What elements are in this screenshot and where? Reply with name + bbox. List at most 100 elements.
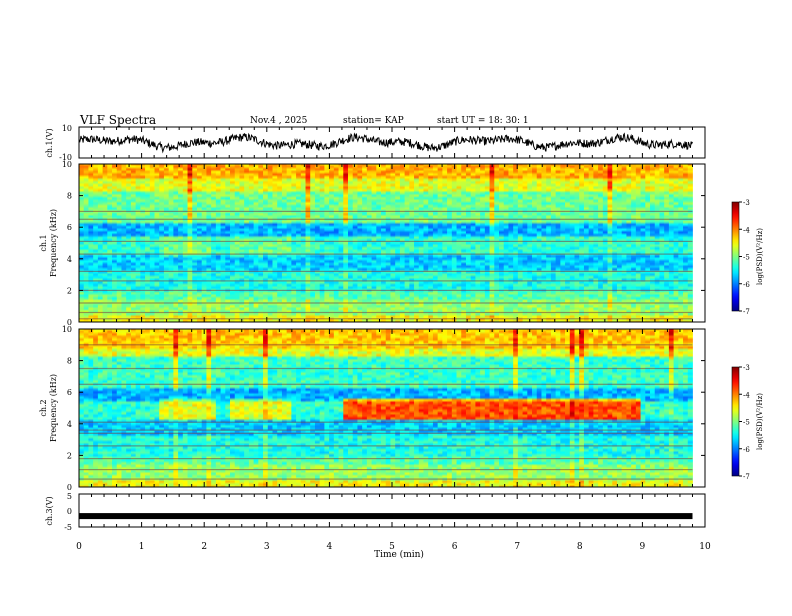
- spectrogram-column: [319, 329, 325, 487]
- spectrogram-line-artifact: [79, 478, 693, 480]
- spectrogram-column: [201, 164, 207, 322]
- spectrogram-column: [489, 164, 495, 322]
- ch2-spectrogram-yticks: 0 2 4 6 8 10: [62, 325, 705, 492]
- spectrogram-column: [626, 329, 632, 487]
- spectrogram-column: [437, 164, 443, 322]
- spectrogram-column: [664, 164, 670, 322]
- freq-tick-label: 8: [67, 192, 72, 201]
- spectrogram-column: [569, 329, 575, 487]
- spectrogram-column: [381, 329, 387, 487]
- colorbar-label: log(PSD)(V²/Hz): [756, 228, 764, 285]
- spectrogram-column: [565, 164, 571, 322]
- spectrogram-column: [583, 329, 590, 487]
- spectrogram-column: [527, 329, 533, 487]
- figure-station: station= KAP: [343, 116, 404, 126]
- ch3-ytick-mid: 0: [67, 507, 72, 516]
- spectrogram-column: [418, 164, 424, 322]
- spectrogram-column: [395, 329, 401, 487]
- colorbar-tick-label: -5: [743, 419, 750, 427]
- spectrogram-column: [390, 164, 396, 322]
- time-tick-label: 9: [640, 542, 646, 552]
- spectrogram-column: [522, 164, 528, 322]
- spectrogram-line-artifact: [79, 289, 693, 291]
- spectrogram-column: [569, 164, 575, 322]
- spectrogram-column: [347, 329, 354, 487]
- spectrogram-line-artifact: [79, 469, 693, 471]
- spectrogram-column: [418, 329, 424, 487]
- spectrogram-column: [88, 164, 94, 322]
- spectrogram-column: [607, 164, 613, 322]
- ch3-frame: [78, 493, 706, 528]
- freq-tick-label: 6: [67, 388, 72, 397]
- spectrogram-column: [286, 164, 292, 322]
- spectrogram-column: [532, 164, 538, 322]
- spectrogram-column: [461, 164, 467, 322]
- spectrogram-column: [626, 164, 632, 322]
- ch3-ytick-bottom: -5: [64, 523, 72, 532]
- spectrogram-line-artifact: [79, 240, 693, 242]
- freq-tick-label: 0: [67, 318, 72, 327]
- spectrogram-column: [593, 164, 599, 322]
- spectrogram-column: [362, 329, 368, 487]
- spectrogram-column: [475, 164, 481, 322]
- spectrogram-column: [635, 164, 641, 322]
- freq-tick-label: 10: [62, 160, 72, 169]
- spectrogram-column: [588, 329, 594, 487]
- spectrogram-line-artifact: [79, 302, 693, 304]
- spectrogram-column: [192, 329, 198, 487]
- spectrogram-column: [536, 164, 542, 322]
- spectrogram-column: [248, 329, 255, 487]
- spectrogram-column: [447, 329, 453, 487]
- spectrogram-column: [513, 329, 519, 487]
- spectrogram-column: [602, 329, 608, 487]
- spectrogram-column: [579, 164, 585, 322]
- spectrogram-column: [145, 164, 151, 322]
- spectrogram-column: [135, 329, 141, 487]
- spectrogram-column: [381, 164, 387, 322]
- time-axis-ticks: [78, 127, 706, 527]
- spectrogram-column: [319, 164, 325, 322]
- spectrogram-column: [343, 329, 349, 487]
- colorbar-scale: [731, 366, 740, 477]
- spectrogram-column: [390, 329, 396, 487]
- spectrogram-column: [234, 164, 240, 322]
- spectrogram-column: [333, 329, 339, 487]
- time-tick-label: 0: [76, 542, 82, 552]
- spectrogram-column: [126, 164, 132, 322]
- spectrogram-line-artifact: [79, 432, 693, 434]
- spectrogram-column: [253, 164, 259, 322]
- spectrogram-line-artifact: [79, 458, 693, 460]
- spectrogram-column: [494, 164, 500, 322]
- ch2-spectrogram-image: [79, 329, 693, 487]
- freq-tick-label: 6: [67, 223, 72, 232]
- spectrogram-column: [399, 164, 406, 322]
- spectrogram-column: [116, 164, 122, 322]
- ch1-waveform-panel: 10 -10 ch.1(V): [45, 124, 706, 162]
- spectrogram-column: [145, 329, 151, 487]
- spectrogram-column: [225, 329, 231, 487]
- spectrogram-column: [97, 329, 103, 487]
- spectrogram-column: [503, 164, 509, 322]
- spectrogram-column: [121, 329, 127, 487]
- spectrogram-column: [484, 164, 490, 322]
- colorbar-scale: [731, 201, 740, 312]
- spectrogram-column: [314, 329, 321, 487]
- spectrogram-column: [79, 329, 85, 487]
- spectrogram-column: [310, 164, 316, 322]
- ch1-ytick-top: 10: [62, 124, 72, 133]
- spectrogram-column: [456, 164, 462, 322]
- ch1-panel-label: ch.1: [39, 234, 48, 251]
- spectrogram-column: [225, 164, 231, 322]
- spectrogram-column: [140, 164, 146, 322]
- spectrogram-column: [291, 329, 297, 487]
- spectrogram-column: [154, 164, 160, 322]
- spectrogram-column: [414, 329, 420, 487]
- spectrogram-column: [215, 329, 221, 487]
- spectrogram-column: [668, 329, 674, 487]
- spectrogram-column: [258, 164, 264, 322]
- spectrogram-column: [503, 329, 509, 487]
- spectrogram-column: [352, 164, 358, 322]
- spectrogram-column: [423, 329, 429, 487]
- ch2-freq-ylabel: Frequency (kHz): [49, 374, 58, 442]
